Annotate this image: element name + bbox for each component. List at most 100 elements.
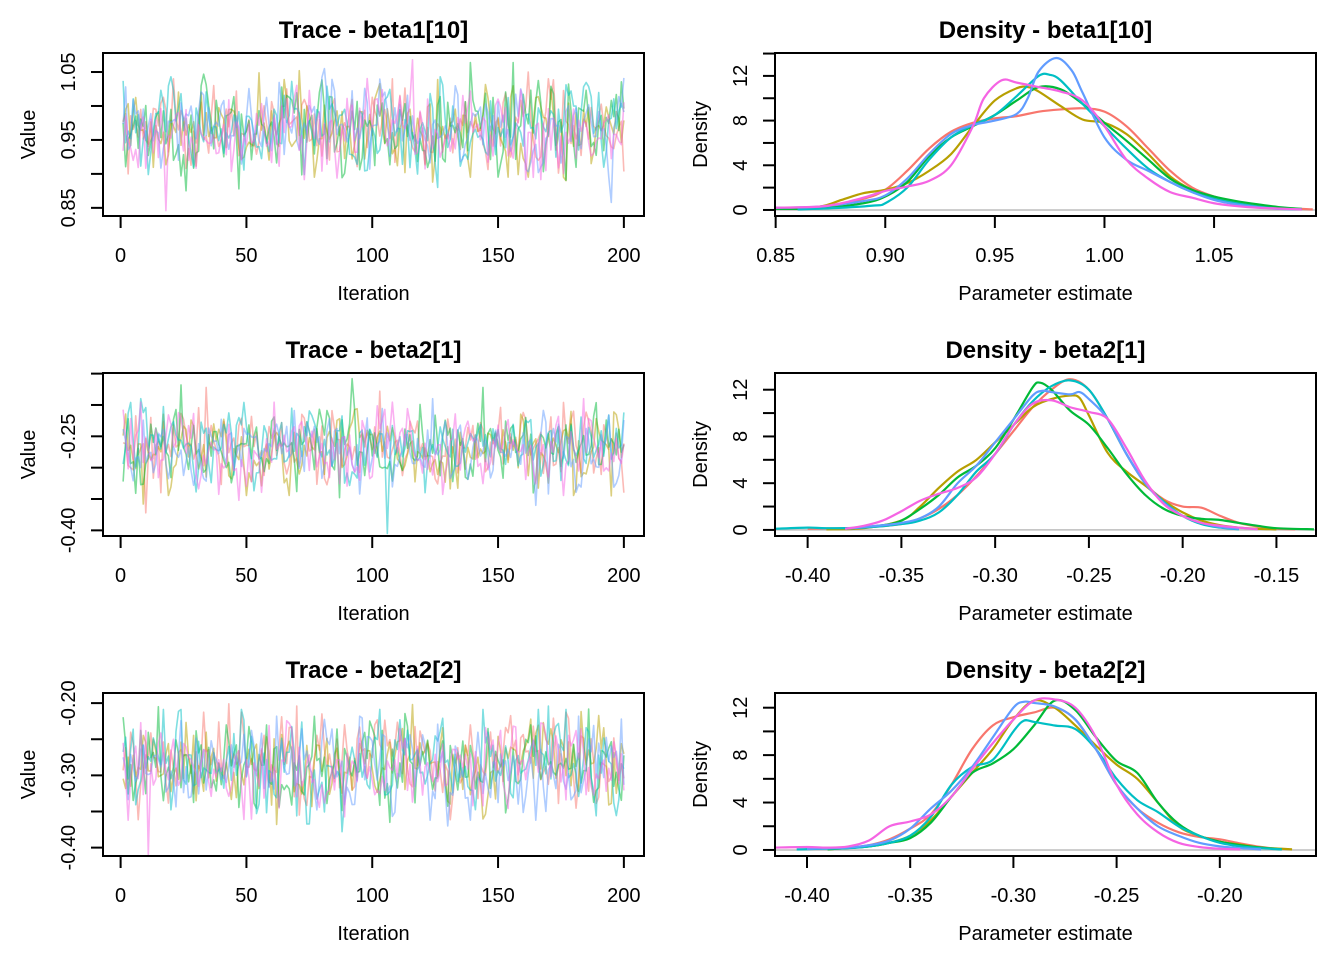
- x-tick-label: 200: [607, 885, 640, 907]
- density-panel-beta2-2: Density - beta2[2] Parameter estimate Dens…: [690, 657, 1317, 945]
- x-axis-label: Parameter estimate: [958, 283, 1133, 305]
- y-axis-label: Value: [18, 430, 40, 480]
- x-tick-label: -0.40: [784, 885, 830, 907]
- x-tick-label: 0: [115, 885, 126, 907]
- y-axis-label: Value: [18, 750, 40, 800]
- x-tick-label: -0.20: [1160, 565, 1206, 587]
- y-tick-label: 0: [730, 204, 752, 215]
- y-tick-label: -0.30: [58, 753, 80, 799]
- x-tick-label: 200: [607, 565, 640, 587]
- x-tick-label: 150: [481, 885, 514, 907]
- x-tick-label: -0.35: [887, 885, 933, 907]
- x-axis-label: Parameter estimate: [958, 923, 1133, 945]
- density-curve-chain-6: [775, 697, 1241, 851]
- x-tick-label: 0.90: [866, 245, 905, 267]
- plot-title: Trace - beta2[2]: [285, 657, 461, 684]
- y-tick-label: -0.20: [58, 680, 80, 726]
- y-tick-label: 12: [730, 697, 752, 719]
- y-tick-label: 12: [730, 379, 752, 401]
- x-tick-label: -0.15: [1254, 565, 1300, 587]
- y-axis-label: Density: [690, 741, 712, 808]
- density-curve-chain-6: [844, 398, 1258, 531]
- density-panel-beta2-1: Density - beta2[1] Parameter estimate Dens…: [690, 337, 1317, 625]
- series-group: [122, 377, 625, 535]
- plot-box: [774, 52, 1317, 217]
- density-curve-chain-5: [775, 56, 1302, 211]
- y-tick-label: 8: [730, 750, 752, 761]
- x-tick-label: -0.30: [972, 565, 1018, 587]
- x-tick-label: -0.40: [785, 565, 831, 587]
- plot-box: [102, 52, 645, 217]
- trace-panel-beta1-10: Trace - beta1[10] Iteration Value 0 50 100 150…: [18, 17, 645, 305]
- x-tick-label: -0.25: [1066, 565, 1112, 587]
- density-curve-chain-5: [806, 700, 1262, 851]
- trace-line-chain-3: [122, 705, 625, 824]
- trace-panel-beta2-1: Trace - beta2[1] Iteration Value 0 50 100 150 2…: [18, 337, 645, 625]
- y-tick-label: 1.05: [58, 53, 80, 92]
- x-tick-label: 100: [356, 245, 389, 267]
- trace-panel-beta2-2: Trace - beta2[2] Iteration Value 0 50 100 150 2…: [18, 657, 645, 945]
- series-group: [775, 378, 1314, 531]
- x-tick-label: 100: [356, 565, 389, 587]
- plot-title: Density - beta2[1]: [945, 337, 1145, 364]
- x-tick-label: 50: [235, 885, 257, 907]
- density-curve-chain-4: [796, 719, 1282, 851]
- y-tick-label: 0: [730, 524, 752, 535]
- plot-title: Density - beta1[10]: [939, 17, 1152, 44]
- y-tick-label: 12: [730, 65, 752, 87]
- x-axis-label: Parameter estimate: [958, 603, 1133, 625]
- x-tick-label: -0.25: [1094, 885, 1140, 907]
- y-axis-label: Density: [690, 101, 712, 168]
- x-tick-label: -0.30: [991, 885, 1037, 907]
- y-tick-label: 8: [730, 431, 752, 442]
- x-tick-label: 0.85: [756, 245, 795, 267]
- y-tick-label: -0.40: [58, 825, 80, 871]
- trace-line-chain-3: [122, 61, 625, 192]
- y-tick-label: -0.40: [58, 508, 80, 554]
- density-curve-chain-2: [826, 394, 1277, 531]
- x-axis-label: Iteration: [337, 923, 409, 945]
- trace-line-chain-6: [122, 397, 625, 502]
- plot-title: Density - beta2[2]: [945, 657, 1145, 684]
- x-axis-label: Iteration: [337, 283, 409, 305]
- y-tick-label: 4: [730, 160, 752, 171]
- x-tick-label: -0.20: [1197, 885, 1243, 907]
- trace-line-chain-4: [122, 75, 625, 189]
- trace-line-chain-5: [122, 715, 625, 827]
- plot-box: [774, 372, 1317, 537]
- x-tick-label: 1.05: [1195, 245, 1234, 267]
- y-tick-label: 4: [730, 478, 752, 489]
- density-curve-chain-3: [845, 381, 1314, 531]
- trace-line-chain-4: [122, 397, 625, 535]
- x-tick-label: 200: [607, 245, 640, 267]
- x-tick-label: 50: [235, 565, 257, 587]
- x-tick-label: 100: [356, 885, 389, 907]
- x-tick-label: 1.00: [1085, 245, 1124, 267]
- y-tick-label: 8: [730, 115, 752, 126]
- x-tick-label: 150: [481, 245, 514, 267]
- x-tick-label: 150: [481, 565, 514, 587]
- series-group: [775, 56, 1313, 211]
- series-group: [775, 697, 1293, 851]
- plot-box: [102, 372, 645, 537]
- density-curve-chain-6: [775, 78, 1302, 211]
- x-tick-label: 0.95: [975, 245, 1014, 267]
- y-axis-label: Value: [18, 110, 40, 160]
- series-group: [122, 58, 625, 212]
- plot-title: Trace - beta2[1]: [285, 337, 461, 364]
- x-axis-label: Iteration: [337, 603, 409, 625]
- y-axis-label: Density: [690, 421, 712, 488]
- plot-title: Trace - beta1[10]: [279, 17, 468, 44]
- y-tick-label: 0.95: [58, 120, 80, 159]
- y-tick-label: 0.85: [58, 188, 80, 227]
- trace-line-chain-6: [122, 719, 625, 856]
- y-tick-label: -0.25: [58, 414, 80, 460]
- x-tick-label: -0.35: [879, 565, 925, 587]
- y-tick-label: 0: [730, 844, 752, 855]
- x-tick-label: 0: [115, 245, 126, 267]
- y-tick-label: 4: [730, 797, 752, 808]
- x-tick-label: 50: [235, 245, 257, 267]
- density-panel-beta1-10: Density - beta1[10] Parameter estimate Den…: [690, 17, 1317, 305]
